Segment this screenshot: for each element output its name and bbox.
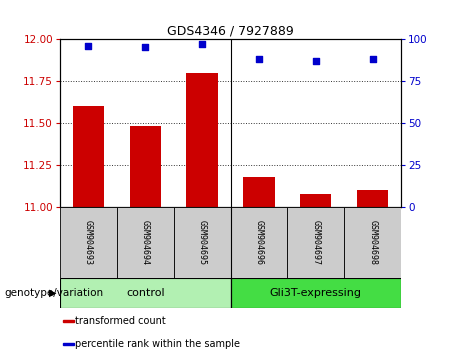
Text: GSM904694: GSM904694 [141, 220, 150, 265]
Bar [60, 207, 117, 278]
Bar [60, 278, 230, 308]
Bar [230, 207, 287, 278]
Point [369, 56, 376, 62]
Bar [300, 194, 331, 207]
Point [85, 43, 92, 48]
Title: GDS4346 / 7927889: GDS4346 / 7927889 [167, 25, 294, 38]
Bar [243, 177, 275, 207]
Bar [230, 278, 401, 308]
Point [142, 45, 149, 50]
Bar [344, 207, 401, 278]
Text: transformed count: transformed count [75, 316, 166, 326]
Bar [130, 126, 161, 207]
Point [312, 58, 319, 64]
Bar [357, 190, 388, 207]
Text: ▶: ▶ [49, 288, 57, 298]
Text: GSM904698: GSM904698 [368, 220, 377, 265]
Bar [63, 343, 74, 345]
Bar [73, 106, 104, 207]
Point [255, 56, 263, 62]
Text: GSM904695: GSM904695 [198, 220, 207, 265]
Bar [287, 207, 344, 278]
Text: GSM904693: GSM904693 [84, 220, 93, 265]
Text: Gli3T-expressing: Gli3T-expressing [270, 288, 362, 298]
Bar [63, 320, 74, 322]
Bar [174, 207, 230, 278]
Bar [186, 73, 218, 207]
Text: control: control [126, 288, 165, 298]
Text: genotype/variation: genotype/variation [5, 288, 104, 298]
Text: percentile rank within the sample: percentile rank within the sample [75, 339, 240, 349]
Point [198, 41, 206, 47]
Bar [117, 207, 174, 278]
Text: GSM904697: GSM904697 [311, 220, 320, 265]
Text: GSM904696: GSM904696 [254, 220, 263, 265]
